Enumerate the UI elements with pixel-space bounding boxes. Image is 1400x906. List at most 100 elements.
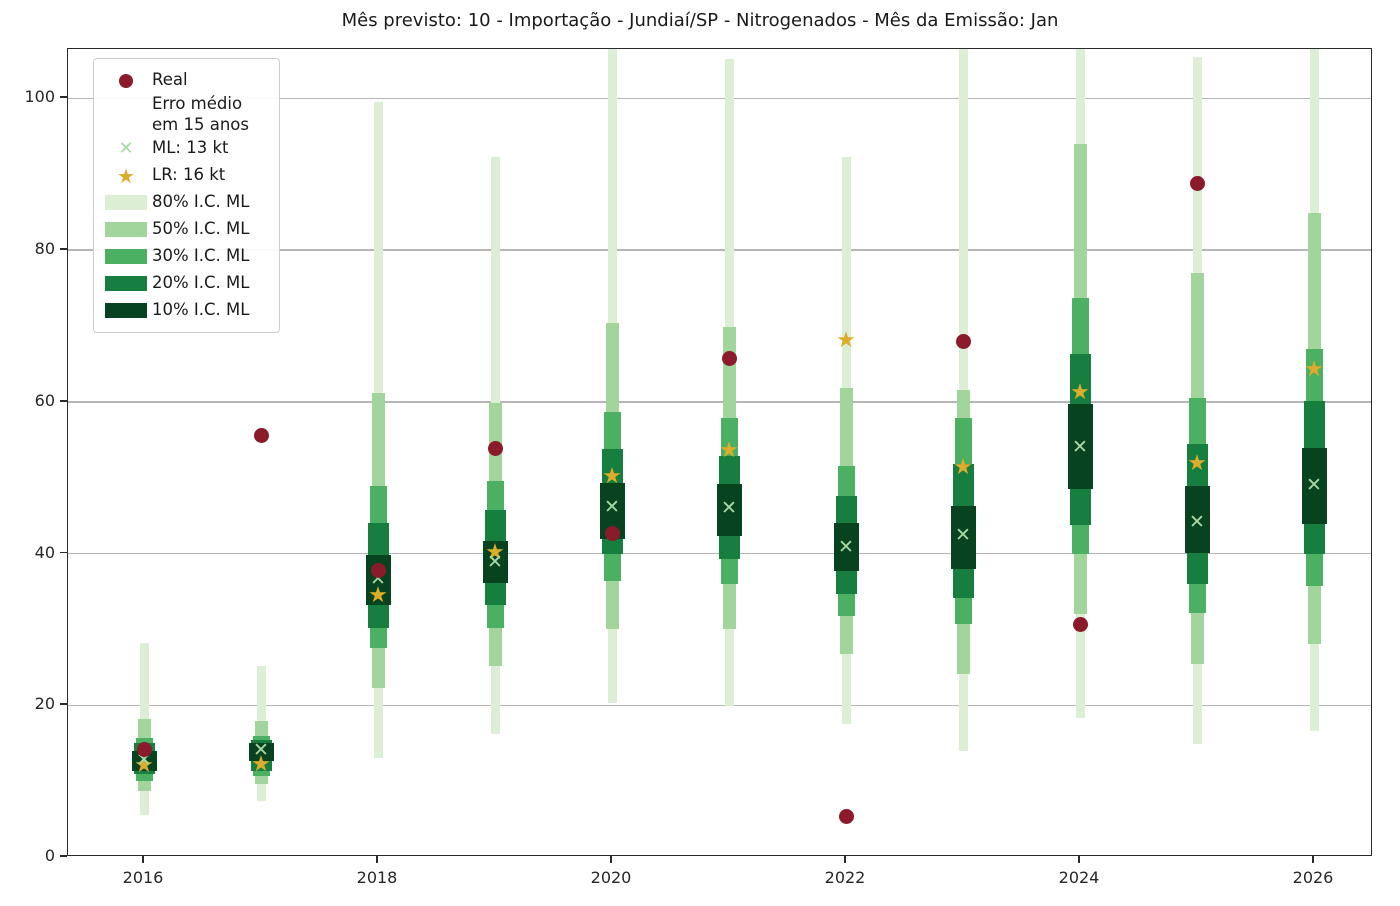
ml-x-marker-2019: ✕ [487,550,503,573]
ci-p10-band-2025 [1184,486,1210,553]
ml-x-marker-2023: ✕ [955,524,971,547]
x-tick-label-2024: 2024 [1058,868,1100,887]
ci-patch-icon [105,195,147,211]
lr-star-marker-2018: ★ [368,582,388,608]
y-tick-100 [60,96,67,99]
gridline-y-80 [68,249,1371,251]
lr-star-marker-2016: ★ [134,753,154,779]
lr-star-marker-2026: ★ [1304,357,1324,383]
legend-x-icon: ✕ [100,137,152,159]
legend: Real Erro médio em 15 anos ✕ ML: 13 kt ★ LR: … [93,58,280,334]
y-tick-40 [60,551,67,554]
real-dot-marker-2017 [253,428,269,444]
ml-x-marker-2017: ✕ [253,738,269,761]
y-tick-0 [60,855,67,857]
ci-p10-band-2023 [950,505,976,569]
ml-x-icon: ✕ [118,137,134,159]
lr-star-marker-2020: ★ [602,464,622,490]
legend-item-0: Real [100,67,273,94]
ci-p10-band-2019 [482,540,508,584]
y-tick-label-60: 60 [34,390,55,410]
ci-patch-icon [105,303,147,319]
lr-star-marker-2025: ★ [1187,450,1207,476]
y-tick-label-80: 80 [34,239,55,259]
legend-patch-icon [100,303,152,319]
x-tick-2026 [1312,856,1314,863]
chart-title: Mês previsto: 10 - Importação - Jundiaí/… [341,10,1059,31]
real-dot-marker-2018 [370,562,386,578]
lr-star-marker-2019: ★ [485,540,505,566]
real-dot-marker-2020 [604,525,620,541]
real-dot-marker-2024 [1072,616,1088,632]
legend-item-7: 20% I.C. ML [100,270,273,297]
lr-star-marker-2017: ★ [251,751,271,777]
y-tick-label-40: 40 [34,542,55,562]
y-tick-label-20: 20 [34,694,55,714]
ml-x-marker-2025: ✕ [1189,511,1205,534]
lr-star-marker-2022: ★ [836,328,856,354]
x-tick-2022 [844,856,846,863]
x-tick-2024 [1078,856,1080,863]
legend-patch-icon [100,222,152,238]
ci-p10-band-2021 [716,483,742,537]
ci-p10-band-2024 [1067,404,1093,490]
x-tick-label-2022: 2022 [824,868,866,887]
x-tick-label-2020: 2020 [590,868,632,887]
lr-star-icon: ★ [117,163,135,188]
y-tick-60 [60,399,67,402]
legend-item-5: 50% I.C. ML [100,216,273,243]
legend-item-6: 30% I.C. ML [100,243,273,270]
real-dot-marker-2023 [955,333,971,349]
legend-item-label: Real [152,70,188,90]
lr-star-marker-2021: ★ [719,437,739,463]
legend-item-label: 50% I.C. ML [152,219,250,239]
legend-item-1: Erro médio em 15 anos [100,94,273,135]
legend-item-label: LR: 16 kt [152,165,226,185]
legend-patch-icon [100,276,152,292]
x-tick-2016 [142,856,144,863]
legend-item-4: 80% I.C. ML [100,189,273,216]
legend-item-8: 10% I.C. ML [100,297,273,324]
legend-item-label: 20% I.C. ML [152,273,250,293]
y-tick-80 [60,248,67,250]
ci-p10-band-2022 [833,523,859,571]
legend-item-3: ★ LR: 16 kt [100,162,273,189]
legend-patch-icon [100,195,152,211]
legend-patch-icon [100,249,152,265]
x-tick-label-2016: 2016 [122,868,164,887]
y-tick-label-100: 100 [24,87,55,107]
x-tick-2018 [376,856,378,863]
real-dot-icon [119,73,133,88]
ci-patch-icon [105,249,147,265]
legend-item-label: Erro médio em 15 anos [152,94,249,134]
real-dot-marker-2021 [721,351,737,367]
gridline-y-60 [68,401,1371,403]
ml-x-marker-2026: ✕ [1306,474,1322,496]
plot-area: ★ ✕ ★ ✕ ★ ✕ ★ ✕ ★ ✕ ★ ✕ ★ ✕ ★ ✕ ★ ✕ ★ ✕ ★ ✕ [67,48,1372,856]
legend-item-label: 10% I.C. ML [152,300,250,320]
x-tick-label-2026: 2026 [1292,868,1334,887]
ml-x-marker-2022: ✕ [838,536,854,559]
legend-star-icon: ★ [100,166,152,186]
real-dot-marker-2025 [1189,175,1205,191]
ci-patch-icon [105,222,147,238]
gridline-y-20 [68,704,1371,706]
ci-patch-icon [105,276,147,292]
ml-x-marker-2024: ✕ [1072,436,1088,459]
y-tick-label-0: 0 [44,846,55,865]
legend-item-label: ML: 13 kt [152,138,229,158]
ml-x-marker-2020: ✕ [604,496,620,518]
ml-x-marker-2021: ✕ [721,496,737,519]
legend-item-2: ✕ ML: 13 kt [100,135,273,162]
legend-item-label: 30% I.C. ML [152,246,250,266]
x-tick-2020 [610,856,612,863]
y-tick-20 [60,703,67,706]
lr-star-marker-2023: ★ [953,455,973,481]
x-tick-label-2018: 2018 [356,868,398,887]
ci-p10-band-2017 [248,743,274,762]
ci-p10-band-2016 [131,750,157,772]
real-dot-marker-2016 [136,741,152,757]
legend-dot-icon [100,73,152,88]
lr-star-marker-2024: ★ [1070,379,1090,405]
